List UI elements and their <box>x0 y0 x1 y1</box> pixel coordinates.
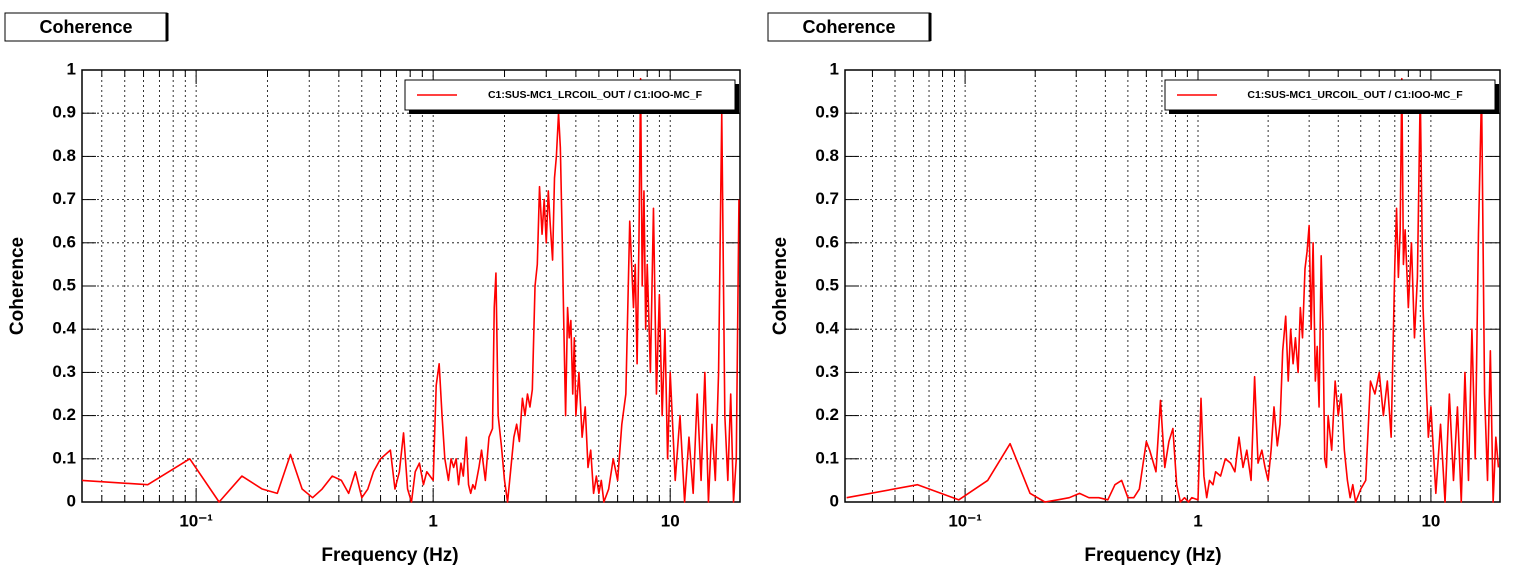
x-tick-label: 10 <box>661 511 680 530</box>
y-tick-label: 0.6 <box>815 232 839 251</box>
y-tick-label: 1 <box>830 59 839 78</box>
y-tick-label: 0.4 <box>52 319 76 338</box>
title-box <box>767 12 931 42</box>
y-tick-label: 0.7 <box>815 189 839 208</box>
x-tick-label: 1 <box>428 511 437 530</box>
y-tick-label: 0.7 <box>52 189 76 208</box>
y-tick-label: 0 <box>67 491 76 510</box>
plot-frame <box>844 69 1501 503</box>
y-tick-label: 0.2 <box>52 405 76 424</box>
x-tick-label: 1 <box>1193 511 1202 530</box>
y-tick-label: 0.5 <box>815 275 839 294</box>
y-tick-label: 0.3 <box>52 362 76 381</box>
x-axis-label: Frequency (Hz) <box>321 545 458 566</box>
title-box <box>4 12 168 42</box>
series-line <box>846 77 1500 503</box>
x-tick-label: 10 <box>1421 511 1440 530</box>
y-tick-label: 0.6 <box>52 232 76 251</box>
y-axis-label: Coherence <box>770 237 791 335</box>
chart-title: Coherence <box>39 17 132 37</box>
y-tick-label: 0 <box>830 491 839 510</box>
y-tick-label: 0.5 <box>52 275 76 294</box>
y-tick-label: 0.4 <box>815 319 839 338</box>
legend-box <box>1164 79 1496 111</box>
y-tick-label: 1 <box>67 59 76 78</box>
y-tick-label: 0.1 <box>52 448 76 467</box>
legend-label: C1:SUS-MC1_LRCOIL_OUT / C1:IOO-MC_F <box>488 89 703 101</box>
x-tick-label: 10⁻¹ <box>948 511 982 530</box>
chart-title: Coherence <box>802 17 895 37</box>
legend-label: C1:SUS-MC1_URCOIL_OUT / C1:IOO-MC_F <box>1247 89 1463 101</box>
y-tick-label: 0.1 <box>815 448 839 467</box>
y-tick-label: 0.9 <box>815 103 839 122</box>
series-line <box>81 77 740 503</box>
y-tick-label: 0.2 <box>815 405 839 424</box>
x-axis-label: Frequency (Hz) <box>1084 545 1221 566</box>
legend-box <box>404 79 736 111</box>
y-axis-label: Coherence <box>7 237 28 335</box>
x-tick-label: 10⁻¹ <box>179 511 213 530</box>
y-tick-label: 0.9 <box>52 103 76 122</box>
y-tick-label: 0.8 <box>52 146 76 165</box>
y-tick-label: 0.3 <box>815 362 839 381</box>
y-tick-label: 0.8 <box>815 146 839 165</box>
